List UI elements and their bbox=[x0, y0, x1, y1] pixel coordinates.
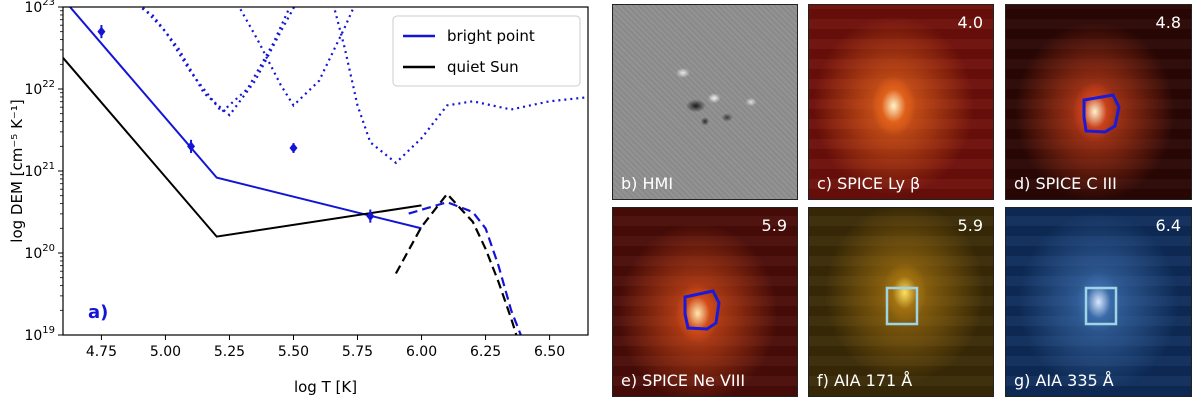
y-tick-label-2: 1021 bbox=[24, 161, 55, 180]
panel-label: c) SPICE Ly β bbox=[817, 174, 921, 193]
x-tick-label-4: 5.75 bbox=[342, 344, 373, 360]
legend-box bbox=[392, 15, 581, 87]
panel-temperature: 6.4 bbox=[1155, 216, 1181, 235]
panel-temperature: 4.0 bbox=[957, 13, 983, 32]
dashed-series-1 bbox=[394, 192, 518, 335]
series-line-bright-point bbox=[68, 7, 422, 230]
loci-curve-2 bbox=[237, 7, 356, 108]
legend-label-0: bright point bbox=[447, 27, 535, 45]
loci-curve-3 bbox=[332, 7, 588, 165]
data-point-2 bbox=[289, 143, 298, 154]
panel-label: d) SPICE C III bbox=[1014, 174, 1117, 193]
x-tick-label-3: 5.50 bbox=[278, 344, 309, 360]
panel-label-a: a) bbox=[88, 302, 108, 323]
panel-temperature: 5.9 bbox=[761, 216, 787, 235]
panel-f-aia171: 5.9 f) AIA 171 Å bbox=[808, 207, 994, 397]
loci-curve-0 bbox=[137, 7, 296, 117]
y-tick-label-4: 1023 bbox=[24, 0, 55, 16]
panel-temperature: 4.8 bbox=[1155, 13, 1181, 32]
y-axis-label: log DEM [cm⁻⁵ K⁻¹] bbox=[8, 99, 26, 242]
panel-image bbox=[809, 5, 993, 199]
dem-chart: 4.75 5.00 5.25 5.50 5.75 6.00 6.25 6.50 1019 1020… bbox=[8, 0, 589, 396]
x-tick-label-2: 5.25 bbox=[214, 344, 245, 360]
loci-curve-4 bbox=[217, 0, 255, 3]
y-tick-exponent-1: 20 bbox=[42, 243, 55, 254]
x-axis-label: log T [K] bbox=[294, 378, 357, 396]
y-tick-label-3: 1022 bbox=[24, 79, 55, 98]
y-tick-exponent-0: 19 bbox=[42, 325, 55, 336]
panel-image bbox=[613, 5, 797, 199]
series-line-quiet-Sun bbox=[63, 57, 422, 238]
x-tick-label-6: 6.25 bbox=[470, 344, 501, 360]
data-point-1 bbox=[187, 141, 196, 152]
panel-d-c3: 4.8 d) SPICE C III bbox=[1005, 4, 1192, 200]
panel-label: f) AIA 171 Å bbox=[817, 371, 913, 390]
plot-area bbox=[63, 0, 588, 335]
y-tick-exponent-4: 23 bbox=[42, 0, 55, 8]
loci-curve-1 bbox=[140, 7, 291, 114]
panel-label: g) AIA 335 Å bbox=[1014, 371, 1114, 390]
panel-image bbox=[1006, 208, 1191, 396]
contour-overlay bbox=[683, 289, 721, 331]
box-overlay bbox=[885, 286, 919, 326]
y-tick-label-1: 1020 bbox=[24, 243, 55, 262]
panel-label: b) HMI bbox=[621, 174, 674, 193]
panel-c-lyb: 4.0 c) SPICE Ly β bbox=[808, 4, 994, 200]
box-overlay bbox=[1084, 286, 1118, 326]
data-point-3 bbox=[366, 211, 375, 222]
y-tick-exponent-2: 21 bbox=[42, 161, 55, 172]
x-tick-label-7: 6.50 bbox=[534, 344, 565, 360]
data-point-0 bbox=[97, 26, 106, 37]
x-tick-label-5: 6.00 bbox=[406, 344, 437, 360]
panel-label: e) SPICE Ne VIII bbox=[621, 371, 746, 390]
x-tick-label-0: 4.75 bbox=[86, 344, 117, 360]
panel-b-hmi: b) HMI bbox=[612, 4, 798, 200]
x-tick-label-1: 5.00 bbox=[150, 344, 181, 360]
y-tick-exponent-3: 22 bbox=[42, 79, 55, 90]
y-tick-label-0: 1019 bbox=[24, 325, 55, 344]
panel-g-aia335: 6.4 g) AIA 335 Å bbox=[1005, 207, 1192, 397]
contour-overlay bbox=[1082, 93, 1121, 134]
panel-temperature: 5.9 bbox=[957, 216, 983, 235]
legend-label-1: quiet Sun bbox=[447, 58, 519, 76]
panel-image bbox=[1006, 5, 1191, 199]
panel-e-ne8: 5.9 e) SPICE Ne VIII bbox=[612, 207, 798, 397]
panel-image bbox=[613, 208, 797, 396]
panel-image bbox=[809, 208, 993, 396]
dashed-series-0 bbox=[408, 201, 522, 335]
